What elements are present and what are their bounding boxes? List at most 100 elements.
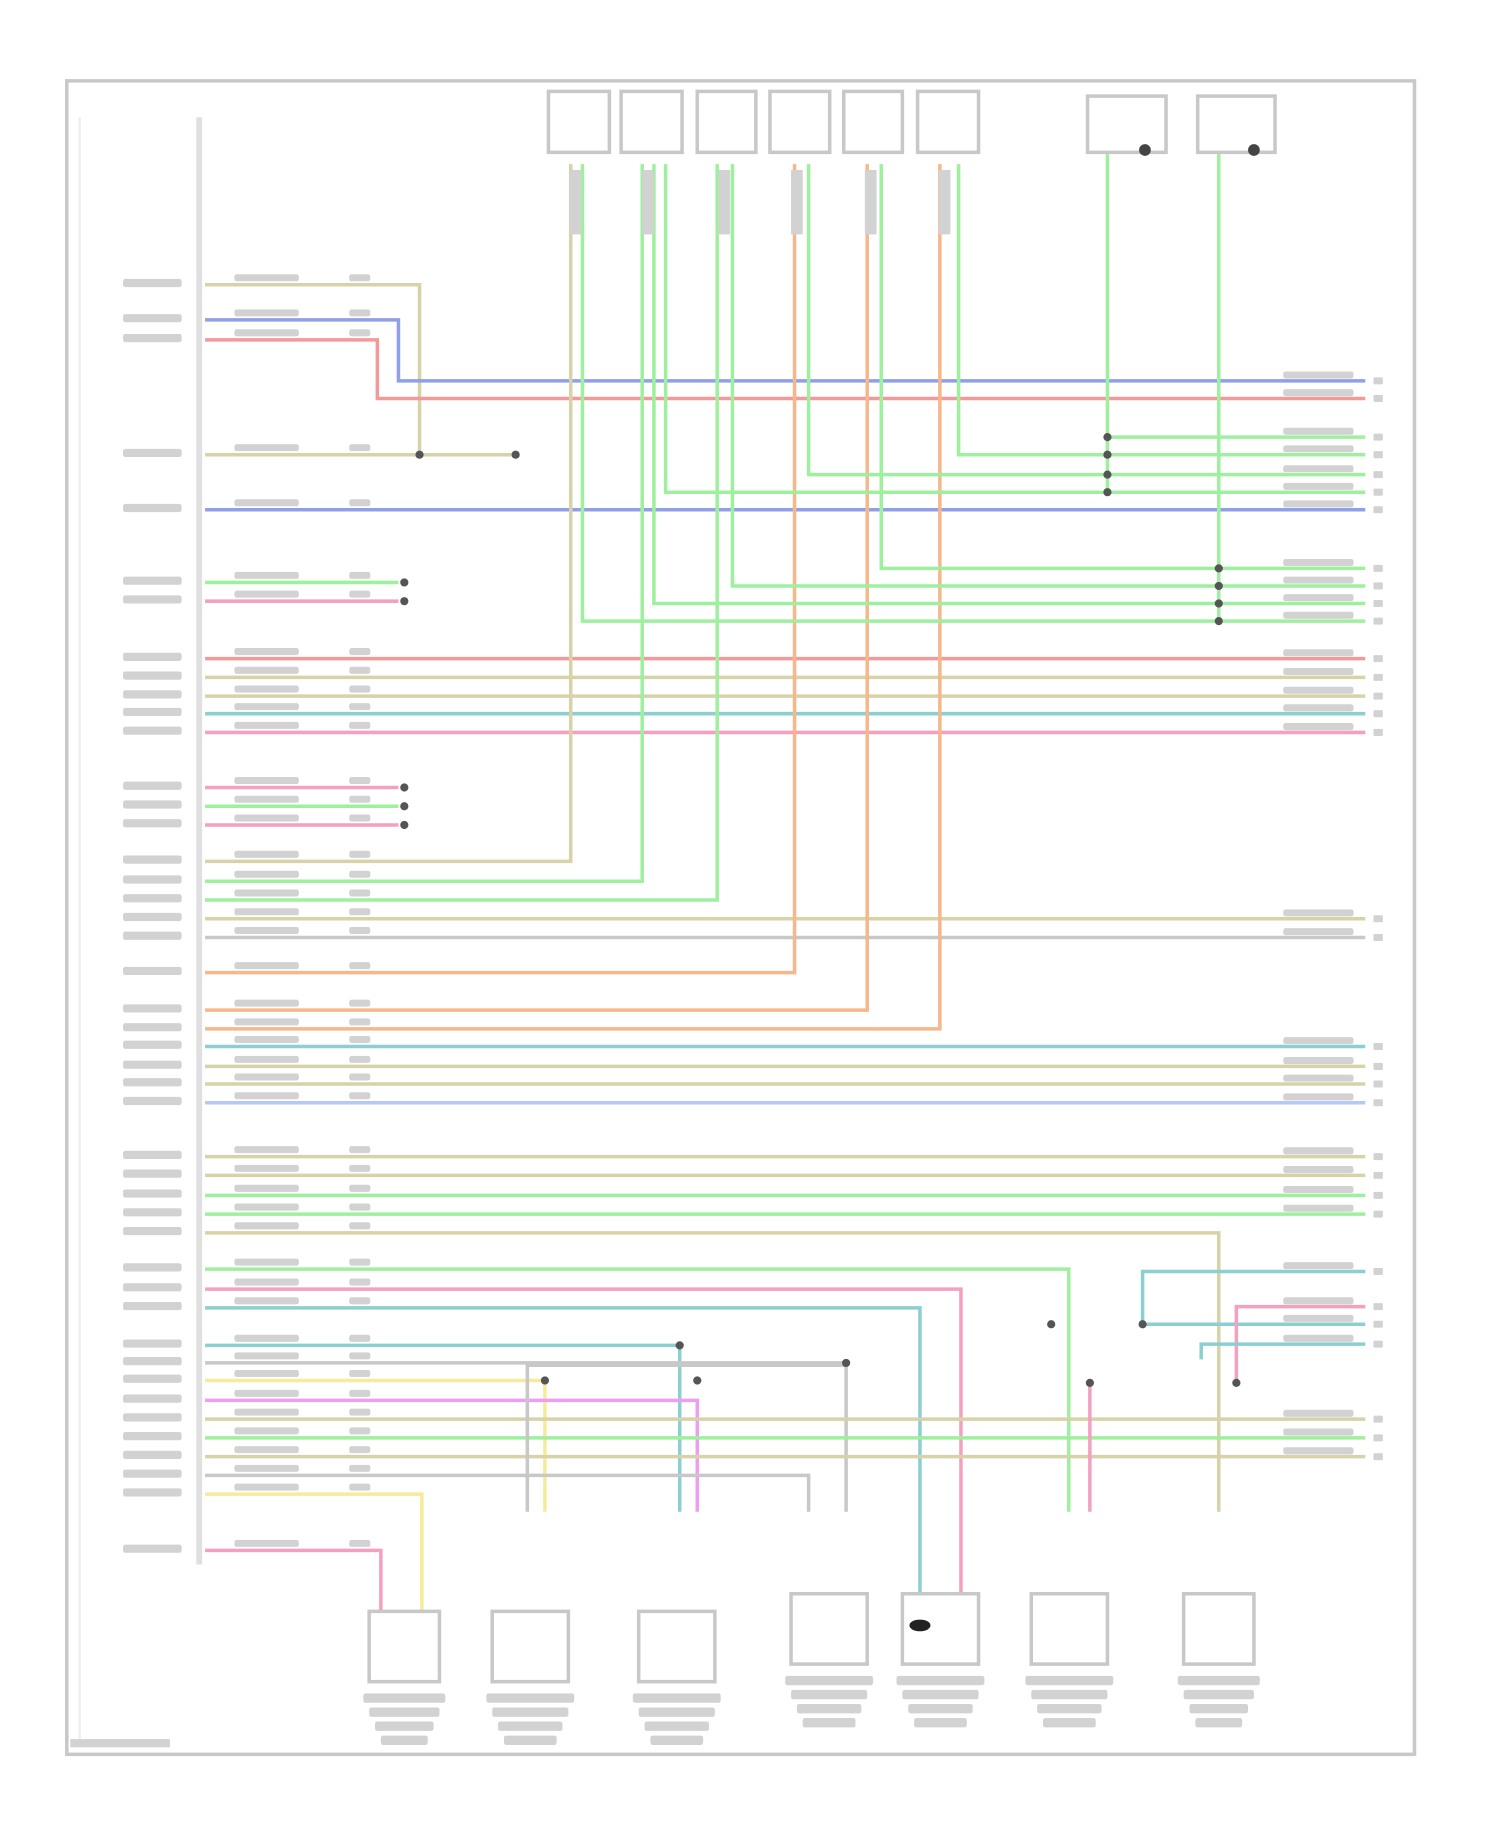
connector xyxy=(768,89,832,155)
pin-number xyxy=(1373,617,1383,625)
pin-label xyxy=(123,1169,182,1178)
splice-dot xyxy=(1214,617,1223,626)
wire-color-label xyxy=(234,1334,299,1342)
circuit-number-label xyxy=(349,685,371,693)
circuit-number-label xyxy=(349,274,371,282)
pin-label xyxy=(123,690,182,699)
pin-label xyxy=(123,1450,182,1460)
component-label xyxy=(1189,1703,1249,1714)
circuit-number-label xyxy=(349,1427,371,1435)
circuit-number-label xyxy=(349,648,371,656)
sensor-component xyxy=(1029,1592,1110,1666)
pin-number xyxy=(1373,673,1383,681)
right-wire-label xyxy=(1283,1447,1354,1455)
connector xyxy=(915,89,981,155)
splice-dot xyxy=(400,578,409,587)
pin-label xyxy=(123,1150,182,1160)
circuit-number-label xyxy=(349,1203,371,1211)
diagram-caption xyxy=(70,1739,170,1748)
circuit-number-label xyxy=(349,444,371,452)
component-label xyxy=(498,1721,563,1731)
component-label xyxy=(1037,1703,1102,1714)
component-label xyxy=(914,1718,967,1728)
right-wire-label xyxy=(1283,1262,1354,1270)
pin-number xyxy=(1373,451,1383,459)
splice-dot xyxy=(1232,1378,1241,1387)
right-wire-label xyxy=(1283,1074,1354,1082)
right-wire-label xyxy=(1283,704,1354,712)
right-wire-label xyxy=(1283,465,1354,473)
right-wire-label xyxy=(1283,576,1354,584)
wire-color-label xyxy=(234,1483,299,1491)
wire-pink xyxy=(1234,1304,1366,1383)
wire-color-label xyxy=(234,1369,299,1377)
splice-dot xyxy=(842,1358,851,1368)
connector-wire-label xyxy=(791,169,803,235)
pin-label xyxy=(123,912,182,922)
circuit-number-label xyxy=(349,1092,371,1100)
pin-number xyxy=(1373,1434,1383,1442)
pin-label xyxy=(123,1544,182,1553)
wire-color-label xyxy=(234,776,299,785)
circuit-number-label xyxy=(349,814,371,822)
wire-orange xyxy=(205,164,797,975)
right-wire-label xyxy=(1283,1334,1354,1342)
circuit-number-label xyxy=(349,1164,371,1172)
circuit-number-label xyxy=(349,1297,371,1305)
circuit-number-label xyxy=(349,1446,371,1454)
ground-dot xyxy=(1248,144,1260,156)
right-wire-label xyxy=(1283,482,1354,490)
connector xyxy=(1195,94,1277,155)
connector-wire-label xyxy=(642,169,654,235)
wire-color-label xyxy=(234,1464,299,1472)
splice-dot xyxy=(693,1376,702,1385)
component-label xyxy=(1195,1718,1243,1728)
pin-number xyxy=(1373,1340,1383,1348)
wire-green xyxy=(205,1267,1071,1512)
wire-green xyxy=(580,164,1219,623)
splice-dot xyxy=(415,450,424,459)
sensor-component xyxy=(636,1609,717,1684)
pin-number xyxy=(1373,728,1383,736)
right-wire-label xyxy=(1283,558,1354,567)
wire-color-label xyxy=(234,1297,299,1305)
connector xyxy=(842,89,905,155)
wire-color-label xyxy=(234,721,299,729)
circuit-number-label xyxy=(349,1146,371,1154)
right-wire-label xyxy=(1283,686,1354,694)
wire-color-label xyxy=(234,1164,299,1172)
wire-teal xyxy=(1140,1269,1366,1325)
component-label xyxy=(503,1735,557,1745)
circuit-number-label xyxy=(349,1018,371,1026)
component-label xyxy=(1025,1675,1114,1686)
pin-number xyxy=(1373,1099,1383,1107)
wire-color-label xyxy=(234,499,299,507)
pin-label xyxy=(123,1413,182,1422)
circuit-number-label xyxy=(349,666,371,674)
pin-number xyxy=(1373,506,1383,514)
wire-color-label xyxy=(234,590,299,598)
wire-color-label xyxy=(234,870,299,878)
splice-dot xyxy=(1214,581,1223,591)
right-wire-label xyxy=(1283,1297,1354,1305)
right-wire-label xyxy=(1283,1204,1354,1212)
pin-number xyxy=(1373,692,1383,700)
right-wire-label xyxy=(1283,1057,1354,1065)
wire-color-label xyxy=(234,329,299,337)
component-label xyxy=(796,1703,862,1714)
wire-color-label xyxy=(234,814,299,822)
right-wire-label xyxy=(1283,909,1354,917)
pin-label xyxy=(123,875,182,884)
circuit-number-label xyxy=(349,1035,371,1043)
component-label xyxy=(632,1693,721,1703)
circuit-number-label xyxy=(349,499,371,507)
wire-red xyxy=(205,338,1366,401)
wire-color-label xyxy=(234,850,299,858)
component-label xyxy=(369,1707,440,1717)
circuit-number-label xyxy=(349,870,371,878)
wire-yellow xyxy=(205,1492,424,1618)
connector-wire-label xyxy=(864,169,877,235)
pin-number xyxy=(1373,1062,1383,1070)
wire-color-label xyxy=(234,274,299,282)
wire-color-label xyxy=(234,1539,299,1547)
